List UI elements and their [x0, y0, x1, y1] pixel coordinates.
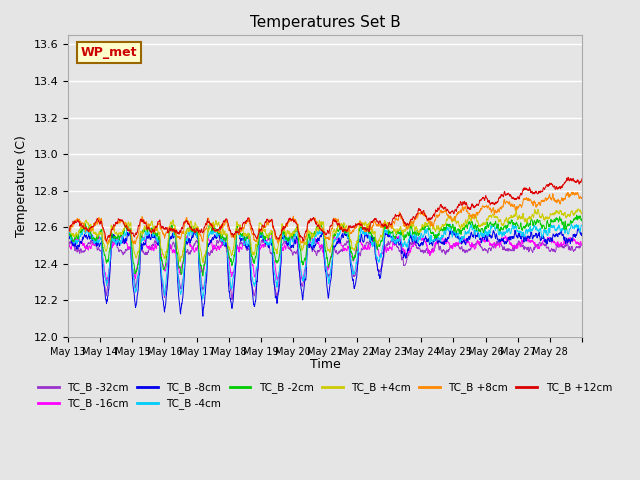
TC_B -32cm	[64, 240, 72, 246]
TC_B -4cm	[227, 282, 234, 288]
TC_B +8cm	[480, 204, 488, 209]
TC_B -32cm	[578, 242, 586, 248]
TC_B +12cm	[480, 194, 488, 200]
Line: TC_B -16cm: TC_B -16cm	[68, 234, 582, 282]
TC_B +12cm	[571, 178, 579, 184]
TC_B +4cm	[356, 223, 364, 229]
TC_B -4cm	[571, 223, 579, 229]
TC_B -32cm	[480, 246, 488, 252]
TC_B -2cm	[356, 226, 364, 232]
TC_B -32cm	[509, 244, 516, 250]
TC_B +4cm	[480, 221, 488, 227]
TC_B -8cm	[227, 297, 234, 303]
TC_B -32cm	[356, 252, 364, 257]
TC_B -8cm	[64, 233, 72, 239]
TC_B -32cm	[571, 247, 579, 252]
TC_B -2cm	[573, 212, 580, 218]
TC_B -16cm	[509, 243, 516, 249]
TC_B -2cm	[509, 220, 516, 226]
TC_B -16cm	[571, 238, 579, 243]
TC_B +4cm	[64, 221, 72, 227]
X-axis label: Time: Time	[310, 358, 340, 371]
TC_B +8cm	[64, 226, 72, 231]
TC_B -16cm	[64, 246, 72, 252]
TC_B -32cm	[68, 236, 76, 241]
TC_B +4cm	[578, 210, 586, 216]
TC_B -8cm	[480, 233, 488, 239]
TC_B +12cm	[509, 195, 516, 201]
TC_B -16cm	[480, 237, 488, 243]
TC_B +8cm	[356, 218, 364, 224]
TC_B +4cm	[116, 231, 124, 237]
TC_B -32cm	[227, 288, 234, 293]
TC_B -8cm	[199, 313, 207, 319]
TC_B +4cm	[571, 211, 579, 216]
TC_B +4cm	[199, 260, 207, 265]
TC_B +12cm	[564, 174, 572, 180]
TC_B -4cm	[568, 221, 575, 227]
TC_B -2cm	[227, 259, 234, 264]
TC_B +8cm	[578, 195, 586, 201]
TC_B -16cm	[227, 268, 234, 274]
TC_B -8cm	[574, 226, 582, 231]
TC_B -2cm	[578, 217, 586, 223]
Line: TC_B +12cm: TC_B +12cm	[68, 177, 582, 241]
TC_B -4cm	[578, 222, 586, 228]
TC_B -2cm	[116, 235, 124, 241]
TC_B -8cm	[509, 236, 516, 241]
Y-axis label: Temperature (C): Temperature (C)	[15, 135, 28, 237]
TC_B -8cm	[356, 238, 364, 243]
TC_B -8cm	[578, 232, 586, 238]
TC_B -4cm	[64, 230, 72, 236]
Line: TC_B -2cm: TC_B -2cm	[68, 215, 582, 276]
Line: TC_B -4cm: TC_B -4cm	[68, 224, 582, 299]
TC_B -4cm	[356, 234, 364, 240]
Line: TC_B +4cm: TC_B +4cm	[68, 209, 582, 263]
TC_B +8cm	[131, 241, 139, 247]
TC_B +8cm	[568, 189, 575, 195]
TC_B +12cm	[116, 217, 124, 223]
Legend: TC_B -32cm, TC_B -16cm, TC_B -8cm, TC_B -4cm, TC_B -2cm, TC_B +4cm, TC_B +8cm, T: TC_B -32cm, TC_B -16cm, TC_B -8cm, TC_B …	[34, 378, 616, 414]
TC_B -16cm	[116, 235, 124, 241]
TC_B -8cm	[116, 242, 124, 248]
TC_B -16cm	[356, 237, 364, 242]
TC_B +4cm	[574, 206, 582, 212]
TC_B +4cm	[509, 214, 516, 219]
TC_B -2cm	[64, 232, 72, 238]
Text: WP_met: WP_met	[81, 46, 138, 59]
TC_B -16cm	[102, 279, 110, 285]
TC_B +12cm	[578, 176, 586, 181]
TC_B -2cm	[571, 216, 579, 222]
TC_B -32cm	[116, 247, 124, 253]
TC_B +4cm	[227, 249, 234, 254]
Line: TC_B +8cm: TC_B +8cm	[68, 192, 582, 244]
TC_B -8cm	[571, 232, 579, 238]
TC_B +12cm	[64, 226, 72, 232]
Line: TC_B -8cm: TC_B -8cm	[68, 228, 582, 316]
TC_B -2cm	[199, 273, 207, 279]
Title: Temperatures Set B: Temperatures Set B	[250, 15, 401, 30]
TC_B -16cm	[243, 231, 251, 237]
TC_B +8cm	[227, 230, 234, 236]
TC_B -4cm	[509, 223, 516, 228]
TC_B -4cm	[480, 232, 488, 238]
TC_B -4cm	[199, 296, 207, 302]
TC_B +12cm	[102, 239, 110, 244]
TC_B +12cm	[356, 221, 364, 227]
Line: TC_B -32cm: TC_B -32cm	[68, 239, 582, 300]
TC_B +8cm	[571, 192, 579, 197]
TC_B +8cm	[116, 219, 124, 225]
TC_B -32cm	[228, 297, 236, 302]
TC_B +12cm	[227, 228, 234, 234]
TC_B -4cm	[116, 238, 124, 243]
TC_B -2cm	[480, 229, 488, 235]
TC_B +8cm	[509, 203, 516, 209]
TC_B -16cm	[578, 242, 586, 248]
